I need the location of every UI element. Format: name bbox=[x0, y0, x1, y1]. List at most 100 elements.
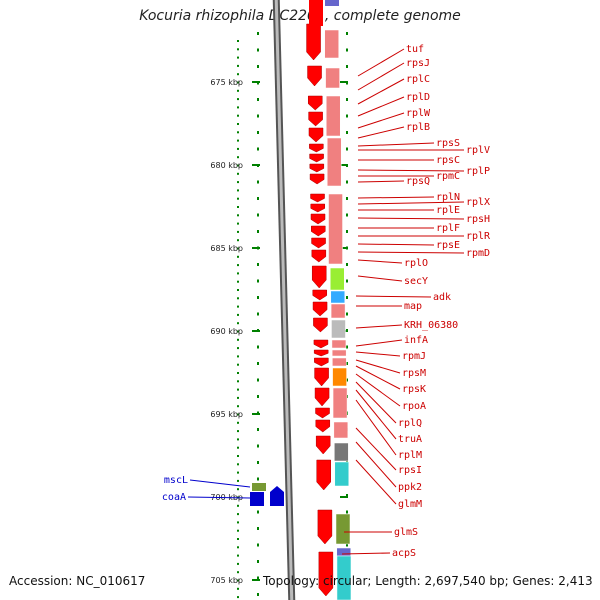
gene-arrow bbox=[309, 153, 324, 163]
guide-dot-left bbox=[257, 114, 259, 118]
guide-dot-far-left bbox=[237, 73, 239, 76]
gene-label: KRH_06380 bbox=[404, 320, 458, 331]
gene-arrow bbox=[315, 419, 331, 433]
guide-dot-far-left bbox=[237, 40, 239, 42]
guide-dot-right bbox=[346, 197, 348, 200]
guide-dot-left bbox=[257, 477, 259, 481]
gene-label: rplF bbox=[436, 223, 460, 234]
guide-dot-far-left bbox=[237, 305, 239, 308]
guide-dot-far-left bbox=[237, 247, 239, 250]
gene-labels: tuf rpsJ rplC rplD rplW rplB rpsS rplV rpsC rplP r… bbox=[341, 44, 491, 559]
gene-arrow bbox=[309, 163, 325, 173]
guide-dot-far-left bbox=[237, 214, 239, 217]
label-leader bbox=[357, 259, 403, 264]
scale-tick-right bbox=[340, 496, 348, 498]
cog-box bbox=[332, 387, 348, 419]
gene-label: rplP bbox=[466, 166, 490, 177]
label-leader bbox=[355, 381, 397, 424]
cog-box bbox=[252, 483, 266, 491]
cog-box bbox=[325, 67, 340, 89]
guide-dot-far-left bbox=[237, 89, 239, 92]
guide-dot-far-left bbox=[237, 330, 239, 333]
label-leader bbox=[357, 62, 405, 91]
guide-dot-far-left bbox=[237, 230, 239, 233]
label-leader bbox=[357, 169, 465, 172]
gene-label: rplB bbox=[406, 122, 430, 133]
scale-tick bbox=[252, 579, 260, 581]
guide-dot-left bbox=[257, 527, 259, 530]
label-leader bbox=[357, 243, 435, 246]
gene-label: rplR bbox=[466, 231, 491, 242]
scale-tick-right bbox=[340, 164, 348, 166]
guide-dot-far-left bbox=[237, 413, 239, 416]
guide-dot-left bbox=[257, 461, 259, 464]
gene-arrow bbox=[318, 551, 334, 597]
scale-tick-label: 705 kbp bbox=[210, 576, 243, 585]
gene-label: rpoA bbox=[402, 401, 426, 412]
cog-box bbox=[332, 367, 347, 387]
gene-arrow bbox=[314, 357, 329, 367]
guide-dot-right bbox=[346, 98, 348, 101]
guide-dot-right bbox=[346, 213, 348, 217]
guide-dot-far-left bbox=[237, 106, 239, 109]
guide-dot-far-left bbox=[237, 355, 239, 358]
guide-dot-left bbox=[257, 296, 259, 299]
guide-dot-far-left bbox=[237, 347, 239, 350]
guide-dot-far-left bbox=[237, 114, 239, 117]
scale-tick-label: 685 kbp bbox=[210, 244, 243, 253]
guide-dot-far-left bbox=[237, 579, 239, 582]
gene-arrow bbox=[310, 213, 326, 225]
gene-label: rplE bbox=[436, 205, 460, 216]
guide-dot-far-left bbox=[237, 123, 239, 125]
cog-box bbox=[334, 442, 349, 462]
gene-label: rpsM bbox=[402, 368, 426, 379]
gene-label: acpS bbox=[392, 548, 416, 559]
gene-arrow bbox=[307, 65, 322, 87]
gene-label: coaA bbox=[162, 492, 186, 503]
guide-dot-far-left bbox=[237, 338, 239, 341]
guide-dot-left bbox=[257, 48, 259, 52]
label-leader bbox=[355, 399, 397, 456]
scale-tick bbox=[252, 330, 260, 332]
guide-dot-left bbox=[257, 147, 259, 151]
gene-arrow-left bbox=[250, 492, 264, 506]
guide-dot-far-left bbox=[237, 571, 239, 574]
guide-dot-far-left bbox=[237, 504, 239, 507]
label-leader bbox=[357, 126, 405, 139]
gene-arrow bbox=[313, 349, 329, 357]
scale-tick bbox=[252, 413, 260, 415]
label-leader bbox=[357, 180, 405, 183]
guide-dot-left bbox=[257, 560, 259, 563]
label-leader bbox=[357, 112, 405, 129]
guide-dot-right bbox=[346, 362, 348, 365]
scale-tick-right bbox=[340, 81, 348, 83]
guide-dot-far-left bbox=[237, 479, 239, 482]
guide-dot-far-left bbox=[237, 380, 239, 383]
guide-dot-left bbox=[257, 593, 259, 596]
cog-box bbox=[333, 421, 349, 439]
guide-dot-far-left bbox=[237, 222, 239, 225]
scale-tick bbox=[252, 164, 260, 166]
label-leader bbox=[189, 479, 251, 488]
guide-dot-left bbox=[257, 32, 259, 35]
gene-label: secY bbox=[404, 276, 428, 287]
cog-box bbox=[331, 319, 346, 339]
guide-dot-far-left bbox=[237, 396, 239, 399]
gene-arrow bbox=[313, 317, 328, 333]
guide-dot-left bbox=[257, 345, 259, 349]
guide-dot-far-left bbox=[237, 64, 239, 67]
guide-dot-right bbox=[346, 378, 348, 382]
gene-arrow bbox=[306, 23, 321, 61]
gene-label: rpsS bbox=[436, 138, 460, 149]
map-title: Kocuria rhizophila DC2201, complete geno… bbox=[139, 8, 461, 24]
label-leader bbox=[355, 441, 397, 488]
backbone-line-highlight bbox=[274, 0, 294, 600]
guide-dot-far-left bbox=[237, 596, 239, 599]
gene-label: rplD bbox=[406, 92, 430, 103]
guide-dot-far-left bbox=[237, 455, 239, 457]
guide-dot-left bbox=[257, 230, 259, 233]
guide-dot-far-left bbox=[237, 297, 239, 300]
scale-tick-right bbox=[340, 247, 348, 249]
cog-box bbox=[331, 349, 347, 357]
guide-dot-left bbox=[257, 510, 259, 514]
